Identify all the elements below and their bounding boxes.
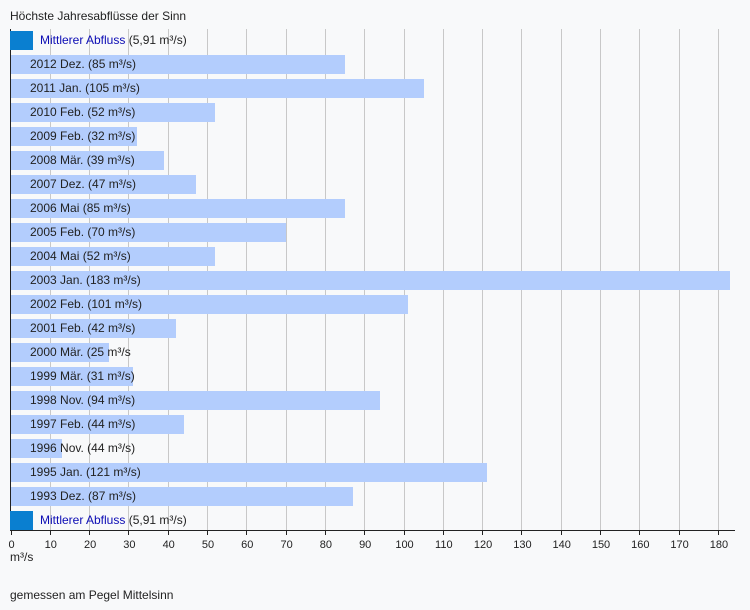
mean-link[interactable]: Mittlerer Abfluss <box>40 33 126 47</box>
x-tick-label: 60 <box>241 539 254 551</box>
bar <box>11 391 381 410</box>
x-tick-label: 20 <box>83 539 97 551</box>
x-tick-label: 130 <box>513 539 532 551</box>
bar <box>11 343 110 362</box>
x-tick-label: 50 <box>201 539 215 551</box>
x-tick <box>167 530 169 535</box>
x-tick-label: 70 <box>280 539 293 551</box>
bar-label: 1995 Jan. (121 m³/s) <box>30 465 141 479</box>
bar <box>11 127 137 146</box>
mean-value: (5,91 m³/s) <box>125 33 187 47</box>
x-tick-label: 120 <box>473 539 493 551</box>
bar <box>11 55 346 74</box>
x-tick-label: 90 <box>359 539 372 551</box>
bar-label: 2002 Feb. (101 m³/s) <box>30 297 143 311</box>
bar <box>11 295 408 314</box>
bar-label: 2001 Feb. (42 m³/s) <box>30 321 136 335</box>
x-tick-label: 140 <box>552 539 571 551</box>
chart-title: Höchste Jahresabflüsse der Sinn <box>10 9 187 23</box>
x-tick-label: 100 <box>395 539 414 551</box>
bar <box>11 199 346 218</box>
mean-label-top: Mittlerer Abfluss (5,91 m³/s) <box>40 31 187 50</box>
footer-note: gemessen am Pegel Mittelsinn <box>10 588 174 602</box>
x-tick-label: 40 <box>162 539 175 551</box>
bar-label: 1998 Nov. (94 m³/s) <box>30 393 136 407</box>
bar-label: 2004 Mai (52 m³/s) <box>30 249 131 263</box>
x-tick-label: 0 <box>8 539 15 551</box>
x-tick <box>639 530 641 535</box>
x-tick <box>678 530 680 535</box>
bar-label: 2010 Feb. (52 m³/s) <box>30 105 136 119</box>
x-tick-label: 110 <box>435 539 453 551</box>
x-tick <box>285 530 287 535</box>
bar-label: 1997 Feb. (44 m³/s) <box>30 417 136 431</box>
x-tick-label: 160 <box>631 539 650 551</box>
x-tick <box>10 530 12 535</box>
bar <box>11 439 63 458</box>
bar <box>11 247 216 266</box>
bar-label: 1999 Mär. (31 m³/s) <box>30 369 135 383</box>
mean-value: (5,91 m³/s) <box>125 513 187 527</box>
bar-label: 2011 Jan. (105 m³/s) <box>30 81 140 95</box>
bar <box>11 487 353 506</box>
x-tick <box>89 530 91 535</box>
mean-marker-bottom <box>10 511 34 530</box>
x-tick-label: 80 <box>319 539 333 551</box>
x-tick-label: 150 <box>591 539 611 551</box>
x-tick <box>717 530 719 535</box>
x-tick <box>207 530 208 535</box>
x-tick <box>128 530 130 535</box>
x-tick-label: 10 <box>44 539 57 551</box>
bar <box>11 463 487 482</box>
bar <box>11 223 287 242</box>
x-tick-label: 30 <box>123 539 136 551</box>
bar-label: 2006 Mai (85 m³/s) <box>30 201 131 215</box>
x-tick <box>482 530 484 535</box>
bar-label: 1996 Nov. (44 m³/s) <box>30 441 136 455</box>
bar <box>11 79 424 98</box>
x-tick <box>364 530 366 535</box>
x-axis-label: m³/s <box>10 550 34 564</box>
mean-link[interactable]: Mittlerer Abfluss <box>40 513 126 527</box>
bar <box>11 415 184 434</box>
x-tick <box>600 530 601 535</box>
x-tick <box>442 530 444 535</box>
x-tick <box>560 530 562 535</box>
bar-label: 2007 Dez. (47 m³/s) <box>30 177 137 191</box>
y-axis <box>10 29 11 531</box>
x-tick <box>403 530 405 535</box>
x-tick <box>246 530 248 535</box>
bar <box>11 151 165 170</box>
x-tick <box>521 530 523 535</box>
x-tick <box>324 530 326 535</box>
mean-marker-top <box>10 31 34 50</box>
mean-label-bottom: Mittlerer Abfluss (5,91 m³/s) <box>40 511 187 530</box>
x-tick-label: 180 <box>709 539 729 551</box>
bar-label: 1993 Dez. (87 m³/s) <box>30 489 137 503</box>
bar-label: 2008 Mär. (39 m³/s) <box>30 153 135 167</box>
x-tick-label: 170 <box>670 539 689 551</box>
bar <box>11 271 731 290</box>
bar-label: 2003 Jan. (183 m³/s) <box>30 273 141 287</box>
bar-label: 2005 Feb. (70 m³/s) <box>30 225 136 239</box>
x-axis <box>10 530 735 531</box>
x-tick <box>49 530 51 535</box>
bar <box>11 367 133 386</box>
bar-label: 2009 Feb. (32 m³/s) <box>30 129 136 143</box>
bar <box>11 103 216 122</box>
bar <box>11 319 177 338</box>
bar-label: 2000 Mär. (25 m³/s <box>30 345 131 359</box>
bar <box>11 175 196 194</box>
bar-label: 2012 Dez. (85 m³/s) <box>30 57 137 71</box>
